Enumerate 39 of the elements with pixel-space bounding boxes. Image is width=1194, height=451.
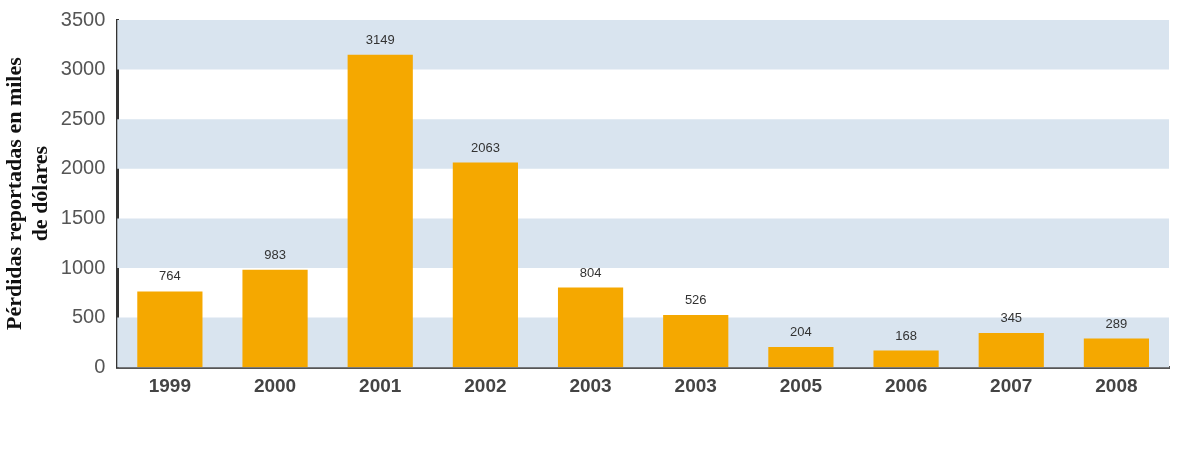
bar [873, 350, 939, 368]
x-tick-label: 2008 [1095, 374, 1138, 396]
bar [663, 315, 729, 368]
x-tick-label: 2000 [253, 374, 297, 396]
bar [768, 346, 834, 368]
y-tick-label: 1000 [60, 255, 106, 278]
y-tick-label: 3000 [60, 57, 106, 80]
data-label: 764 [159, 268, 181, 284]
bar [1083, 338, 1150, 368]
bar [347, 54, 413, 368]
data-label: 289 [1105, 315, 1128, 331]
x-tick-label: 2005 [779, 374, 823, 396]
y-tick-label: 3500 [60, 7, 106, 30]
x-tick-label: 2003 [674, 374, 717, 396]
x-tick-label: 2007 [990, 374, 1033, 396]
data-label: 526 [684, 292, 707, 308]
y-tick-label: 500 [71, 305, 106, 328]
bar [557, 287, 624, 368]
x-tick-label: 2006 [884, 374, 928, 396]
data-label: 2063 [470, 139, 500, 155]
data-label: 345 [1000, 310, 1023, 326]
data-label: 204 [790, 324, 812, 340]
data-label: 168 [895, 327, 917, 343]
x-tick-label: 2001 [359, 374, 402, 396]
y-tick-label: 1500 [60, 205, 106, 228]
data-label: 983 [264, 246, 286, 262]
y-tick-label: 2000 [60, 156, 106, 179]
x-tick-label: 1999 [148, 374, 192, 396]
x-tick-label: 2003 [569, 374, 612, 396]
y-tick-label: 0 [94, 354, 106, 377]
bar [137, 291, 203, 368]
y-tick-label: 2500 [60, 106, 106, 129]
y-axis-title: Pérdidas reportadas en miles de dólares [0, 56, 53, 330]
x-tick-label: 2002 [464, 374, 507, 396]
bar [978, 332, 1044, 368]
bar [452, 162, 518, 368]
data-label: 3149 [365, 31, 395, 47]
data-label: 804 [579, 264, 602, 280]
bar [242, 269, 308, 368]
